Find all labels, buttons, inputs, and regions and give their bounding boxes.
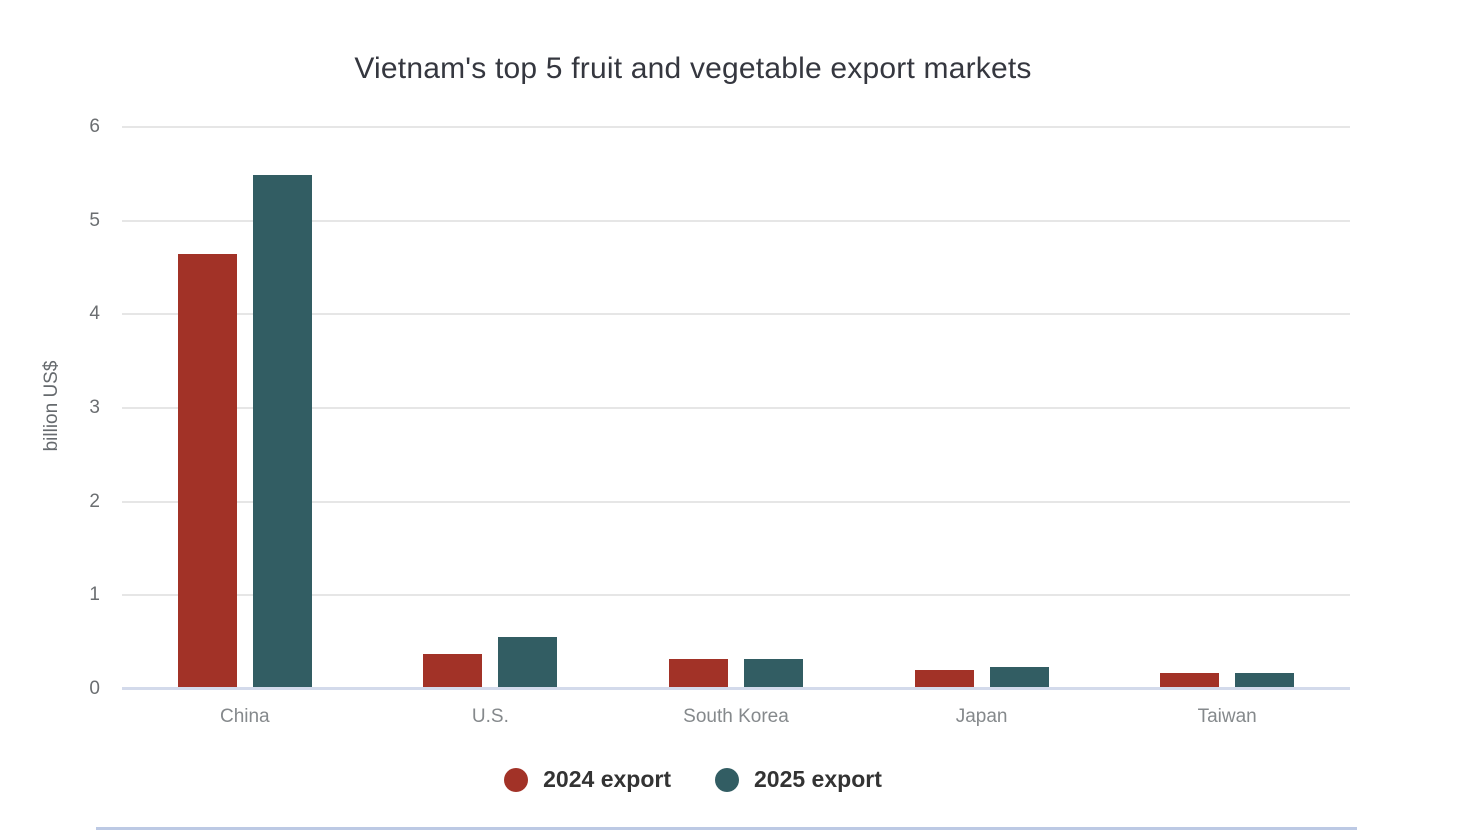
bar-2024-u-s [423, 654, 483, 687]
bar-2024-south-korea [669, 658, 728, 687]
bar-2024-china [177, 254, 237, 687]
gridline-y-2 [122, 500, 1350, 503]
bar-2024-japan [914, 670, 974, 687]
legend-label: 2025 export [754, 766, 882, 792]
bar-2025-japan [989, 667, 1049, 687]
gridline-y-6 [122, 126, 1350, 128]
y-tick-label-0: 0 [89, 678, 100, 699]
bar-2025-u-s [498, 637, 558, 687]
legend-marker-2024 [504, 767, 529, 792]
legend-item-2024: 2024 export [504, 766, 671, 793]
x-category-label-taiwan: Taiwan [1197, 706, 1257, 727]
y-tick-label-1: 1 [89, 584, 100, 606]
legend-label: 2024 export [543, 766, 671, 792]
legend-marker-2025 [715, 767, 739, 792]
x-category-label-south-korea: South Korea [683, 706, 789, 727]
page-title: Vietnam's top 5 fruit and vegetable expo… [354, 52, 1032, 85]
y-tick-label-4: 4 [89, 303, 100, 325]
bar-2025-taiwan [1235, 672, 1295, 687]
gridline-y-1 [122, 594, 1350, 597]
legend-item-2025: 2025 export [715, 766, 882, 793]
bar-2025-south-korea [744, 658, 803, 687]
x-axis-line [122, 687, 1350, 690]
y-tick-label-3: 3 [89, 397, 100, 418]
y-tick-label-2: 2 [89, 490, 100, 512]
x-axis-category-labels: China U.S. South Korea Japan Taiwan [122, 706, 1350, 734]
bar-2025-china [252, 174, 312, 687]
x-category-label-china: China [219, 706, 270, 727]
gridline-y-5 [122, 219, 1350, 222]
page-bottom-divider [96, 827, 1357, 830]
x-category-label-u-s: U.S. [471, 706, 509, 727]
chart-plot-area [122, 126, 1350, 690]
gridline-y-4 [122, 313, 1350, 316]
x-category-label-japan: Japan [955, 706, 1008, 727]
chart-legend: 2024 export 2025 export [0, 766, 1386, 793]
bar-2024-taiwan [1160, 672, 1220, 687]
y-tick-label-5: 5 [89, 209, 100, 231]
y-tick-label-6: 6 [89, 116, 100, 137]
gridline-y-3 [122, 407, 1350, 409]
